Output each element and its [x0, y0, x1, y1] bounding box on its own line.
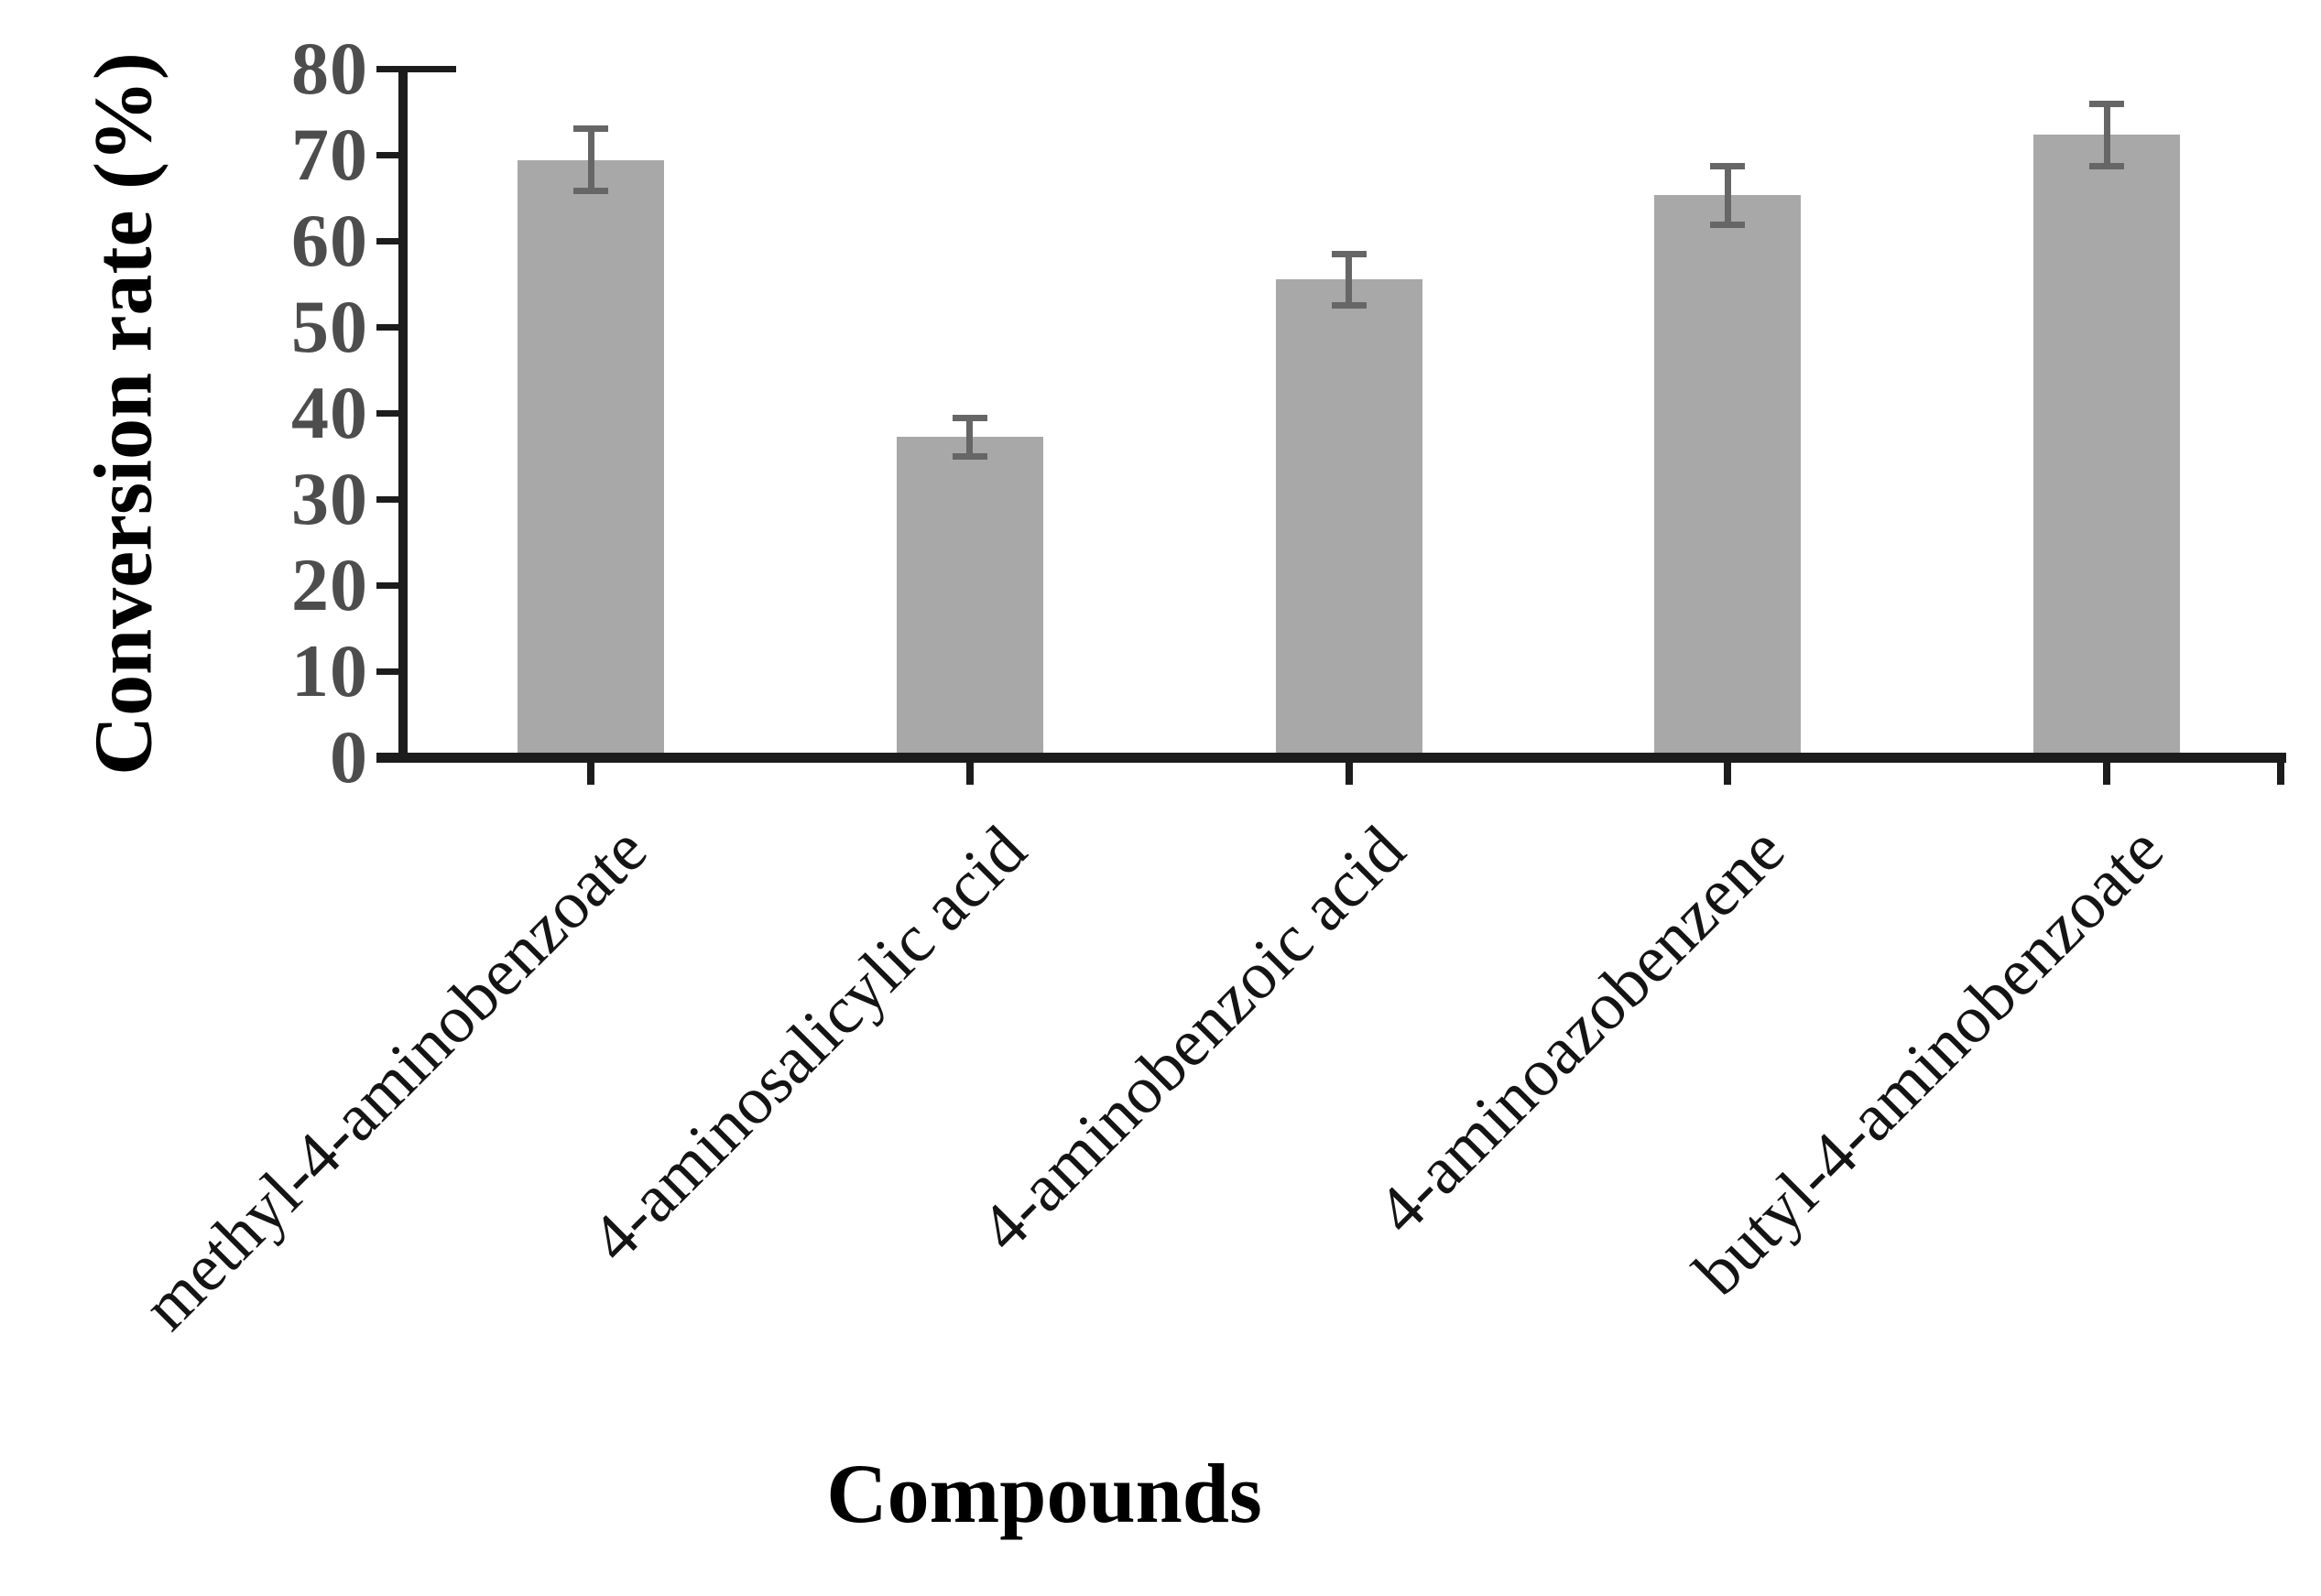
error-bar-cap: [573, 187, 608, 194]
y-tick-label: 30: [291, 457, 368, 540]
bar: [1654, 195, 1802, 757]
y-tick-label: 40: [291, 371, 368, 454]
error-bar-cap: [1331, 302, 1367, 309]
y-axis-line: [398, 66, 408, 763]
error-bar-cap: [2089, 101, 2124, 108]
x-tick-label: 4-aminoazobenzene: [1362, 812, 1799, 1249]
error-bar-whisker: [2103, 103, 2110, 167]
error-bar-cap: [952, 452, 987, 460]
bar: [2033, 135, 2180, 757]
x-axis-tick: [2277, 757, 2284, 785]
error-bar-whisker: [587, 128, 594, 191]
error-bar-whisker: [1724, 166, 1731, 225]
y-axis-tick: [376, 581, 408, 589]
x-tick-label: methyl-4-aminobenzoate: [129, 812, 662, 1345]
error-bar-cap: [1710, 162, 1746, 169]
y-tick-label: 60: [291, 199, 368, 282]
y-tick-label: 80: [291, 27, 368, 110]
x-axis-title: Compounds: [826, 1447, 1262, 1540]
error-bar-cap: [952, 415, 987, 422]
y-tick-label: 70: [291, 113, 368, 196]
error-bar-whisker: [1346, 254, 1352, 306]
y-tick-label: 20: [291, 543, 368, 626]
y-axis-tick: [376, 668, 408, 675]
y-axis-tick: [376, 495, 408, 503]
error-bar-cap: [573, 125, 608, 133]
x-tick-label: 4-aminobenzoic acid: [965, 812, 1420, 1266]
error-bar-cap: [2089, 162, 2124, 169]
bar: [896, 437, 1043, 757]
y-axis-tick: [376, 151, 408, 158]
x-axis-tick: [2103, 757, 2110, 785]
error-bar-whisker: [966, 418, 974, 456]
x-axis-tick: [1345, 757, 1353, 785]
y-tick-label: 50: [291, 285, 368, 368]
y-axis-tick: [376, 323, 408, 331]
y-axis-tick: [376, 409, 408, 417]
y-axis-tick: [376, 65, 456, 72]
bar: [1275, 279, 1422, 757]
x-axis-tick: [587, 757, 594, 785]
x-axis-line: [376, 753, 2286, 763]
y-tick-label: 10: [291, 629, 368, 712]
error-bar-cap: [1710, 221, 1746, 228]
bar: [518, 159, 664, 757]
x-axis-tick: [965, 757, 974, 785]
error-bar-cap: [1331, 250, 1367, 257]
x-axis-tick: [1724, 757, 1732, 785]
y-tick-label: 0: [330, 715, 368, 798]
y-axis-tick: [376, 237, 408, 244]
